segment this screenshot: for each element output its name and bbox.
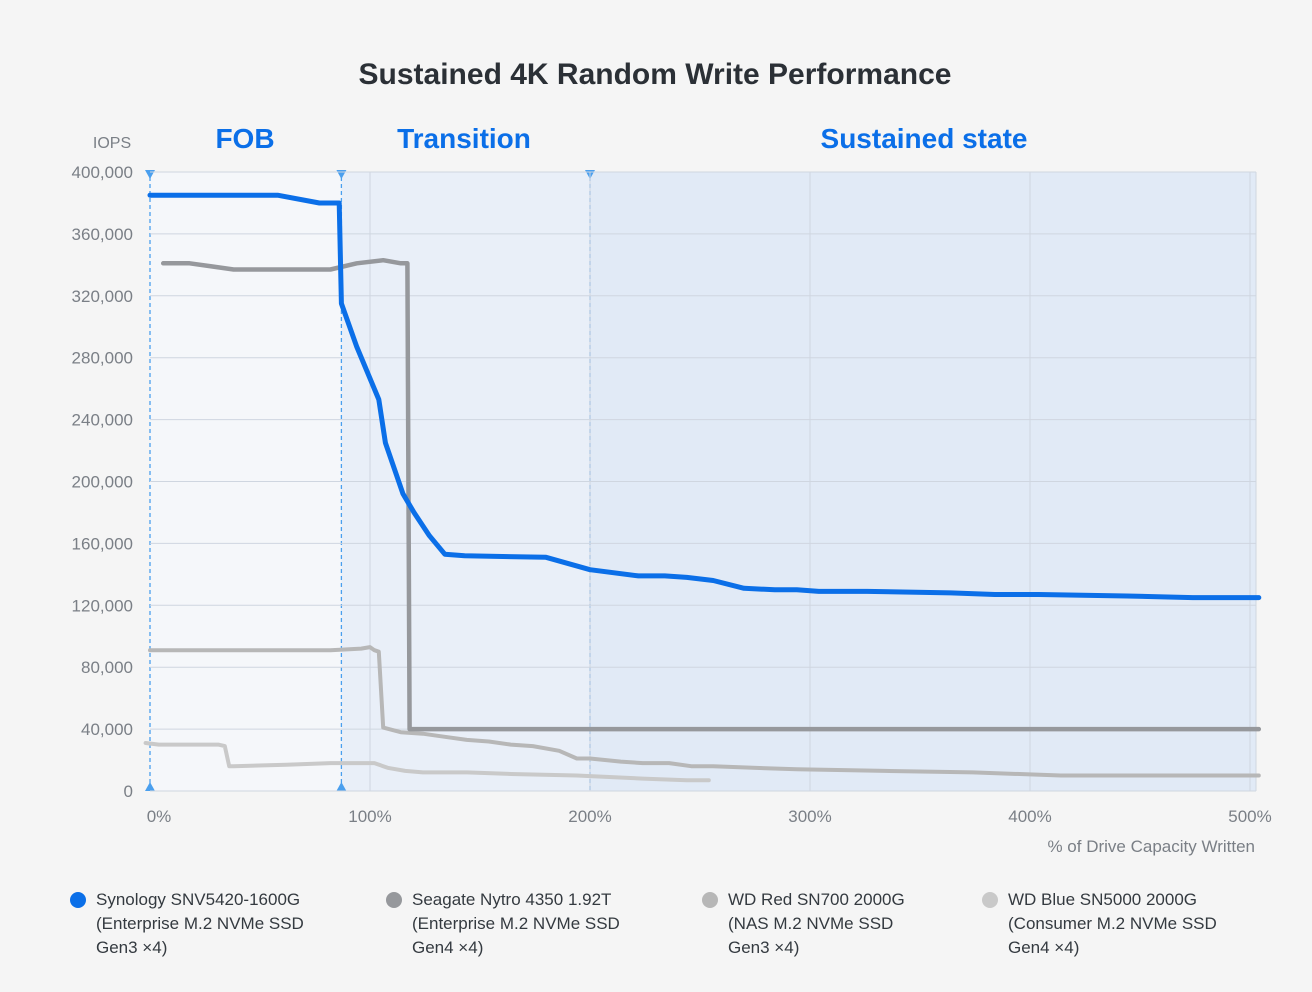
legend-label-seagate: Seagate Nytro 4350 1.92T (Enterprise M.2… [412,888,620,960]
legend-subtitle-line: (Enterprise M.2 NVMe SSD [412,914,620,933]
legend-subtitle-line: Gen3 ×4) [728,938,800,957]
legend: Synology SNV5420-1600G (Enterprise M.2 N… [0,886,1312,976]
y-tick-label: 400,000 [72,163,133,182]
series-lines [143,192,1262,783]
x-tick-label: 100% [348,807,391,826]
x-tick-label: 500% [1228,807,1271,826]
legend-label-wd-red: WD Red SN700 2000G (NAS M.2 NVMe SSD Gen… [728,888,905,960]
legend-name: Synology SNV5420-1600G [96,890,301,909]
y-tick-label: 360,000 [72,225,133,244]
y-tick-label: 240,000 [72,411,133,430]
x-tick-label: 400% [1008,807,1051,826]
legend-label-wd-blue: WD Blue SN5000 2000G (Consumer M.2 NVMe … [1008,888,1217,960]
legend-subtitle-line: Gen4 ×4) [1008,938,1080,957]
x-axis-label: % of Drive Capacity Written [1047,837,1255,856]
legend-subtitle-line: (Enterprise M.2 NVMe SSD [96,914,304,933]
phase-label: Sustained state [821,123,1028,154]
phase-boundary-marker-bottom [336,782,347,791]
legend-marker-seagate [386,892,402,908]
legend-subtitle-line: Gen4 ×4) [412,938,484,957]
legend-name: Seagate Nytro 4350 1.92T [412,890,612,909]
phase-label: FOB [215,123,274,154]
y-tick-label: 0 [124,782,133,801]
y-tick-label: 80,000 [81,658,133,677]
legend-subtitle-line: (Consumer M.2 NVMe SSD [1008,914,1217,933]
line-chart: Sustained 4K Random Write Performance IO… [72,58,1272,856]
chart-title: Sustained 4K Random Write Performance [359,58,952,91]
axis-ticks: 0 40,000 80,000 120,000 160,000 200,000 240,00… [72,123,1272,826]
series-line-2 [148,645,1261,778]
x-tick-label: 200% [568,807,611,826]
legend-marker-wd-blue [982,892,998,908]
y-tick-label: 160,000 [72,534,133,553]
legend-subtitle-line: (NAS M.2 NVMe SSD [728,914,894,933]
legend-name: WD Red SN700 2000G [728,890,905,909]
x-tick-label: 300% [788,807,831,826]
y-tick-label: 200,000 [72,473,133,492]
series-line-1 [160,257,1262,732]
legend-marker-wd-red [702,892,718,908]
legend-subtitle-line: Gen3 ×4) [96,938,168,957]
y-axis-label: IOPS [93,135,131,152]
phase-regions [145,170,1256,791]
legend-name: WD Blue SN5000 2000G [1008,890,1197,909]
legend-label-synology: Synology SNV5420-1600G (Enterprise M.2 N… [96,888,304,960]
phase-label: Transition [397,123,531,154]
y-tick-label: 120,000 [72,596,133,615]
phase-boundary-marker-bottom [145,782,155,791]
series-line-0 [147,192,1262,601]
y-tick-label: 280,000 [72,349,133,368]
y-tick-label: 320,000 [72,287,133,306]
legend-marker-synology [70,892,86,908]
series-line-3 [143,741,711,783]
x-tick-label: 0% [147,807,172,826]
y-tick-label: 40,000 [81,720,133,739]
